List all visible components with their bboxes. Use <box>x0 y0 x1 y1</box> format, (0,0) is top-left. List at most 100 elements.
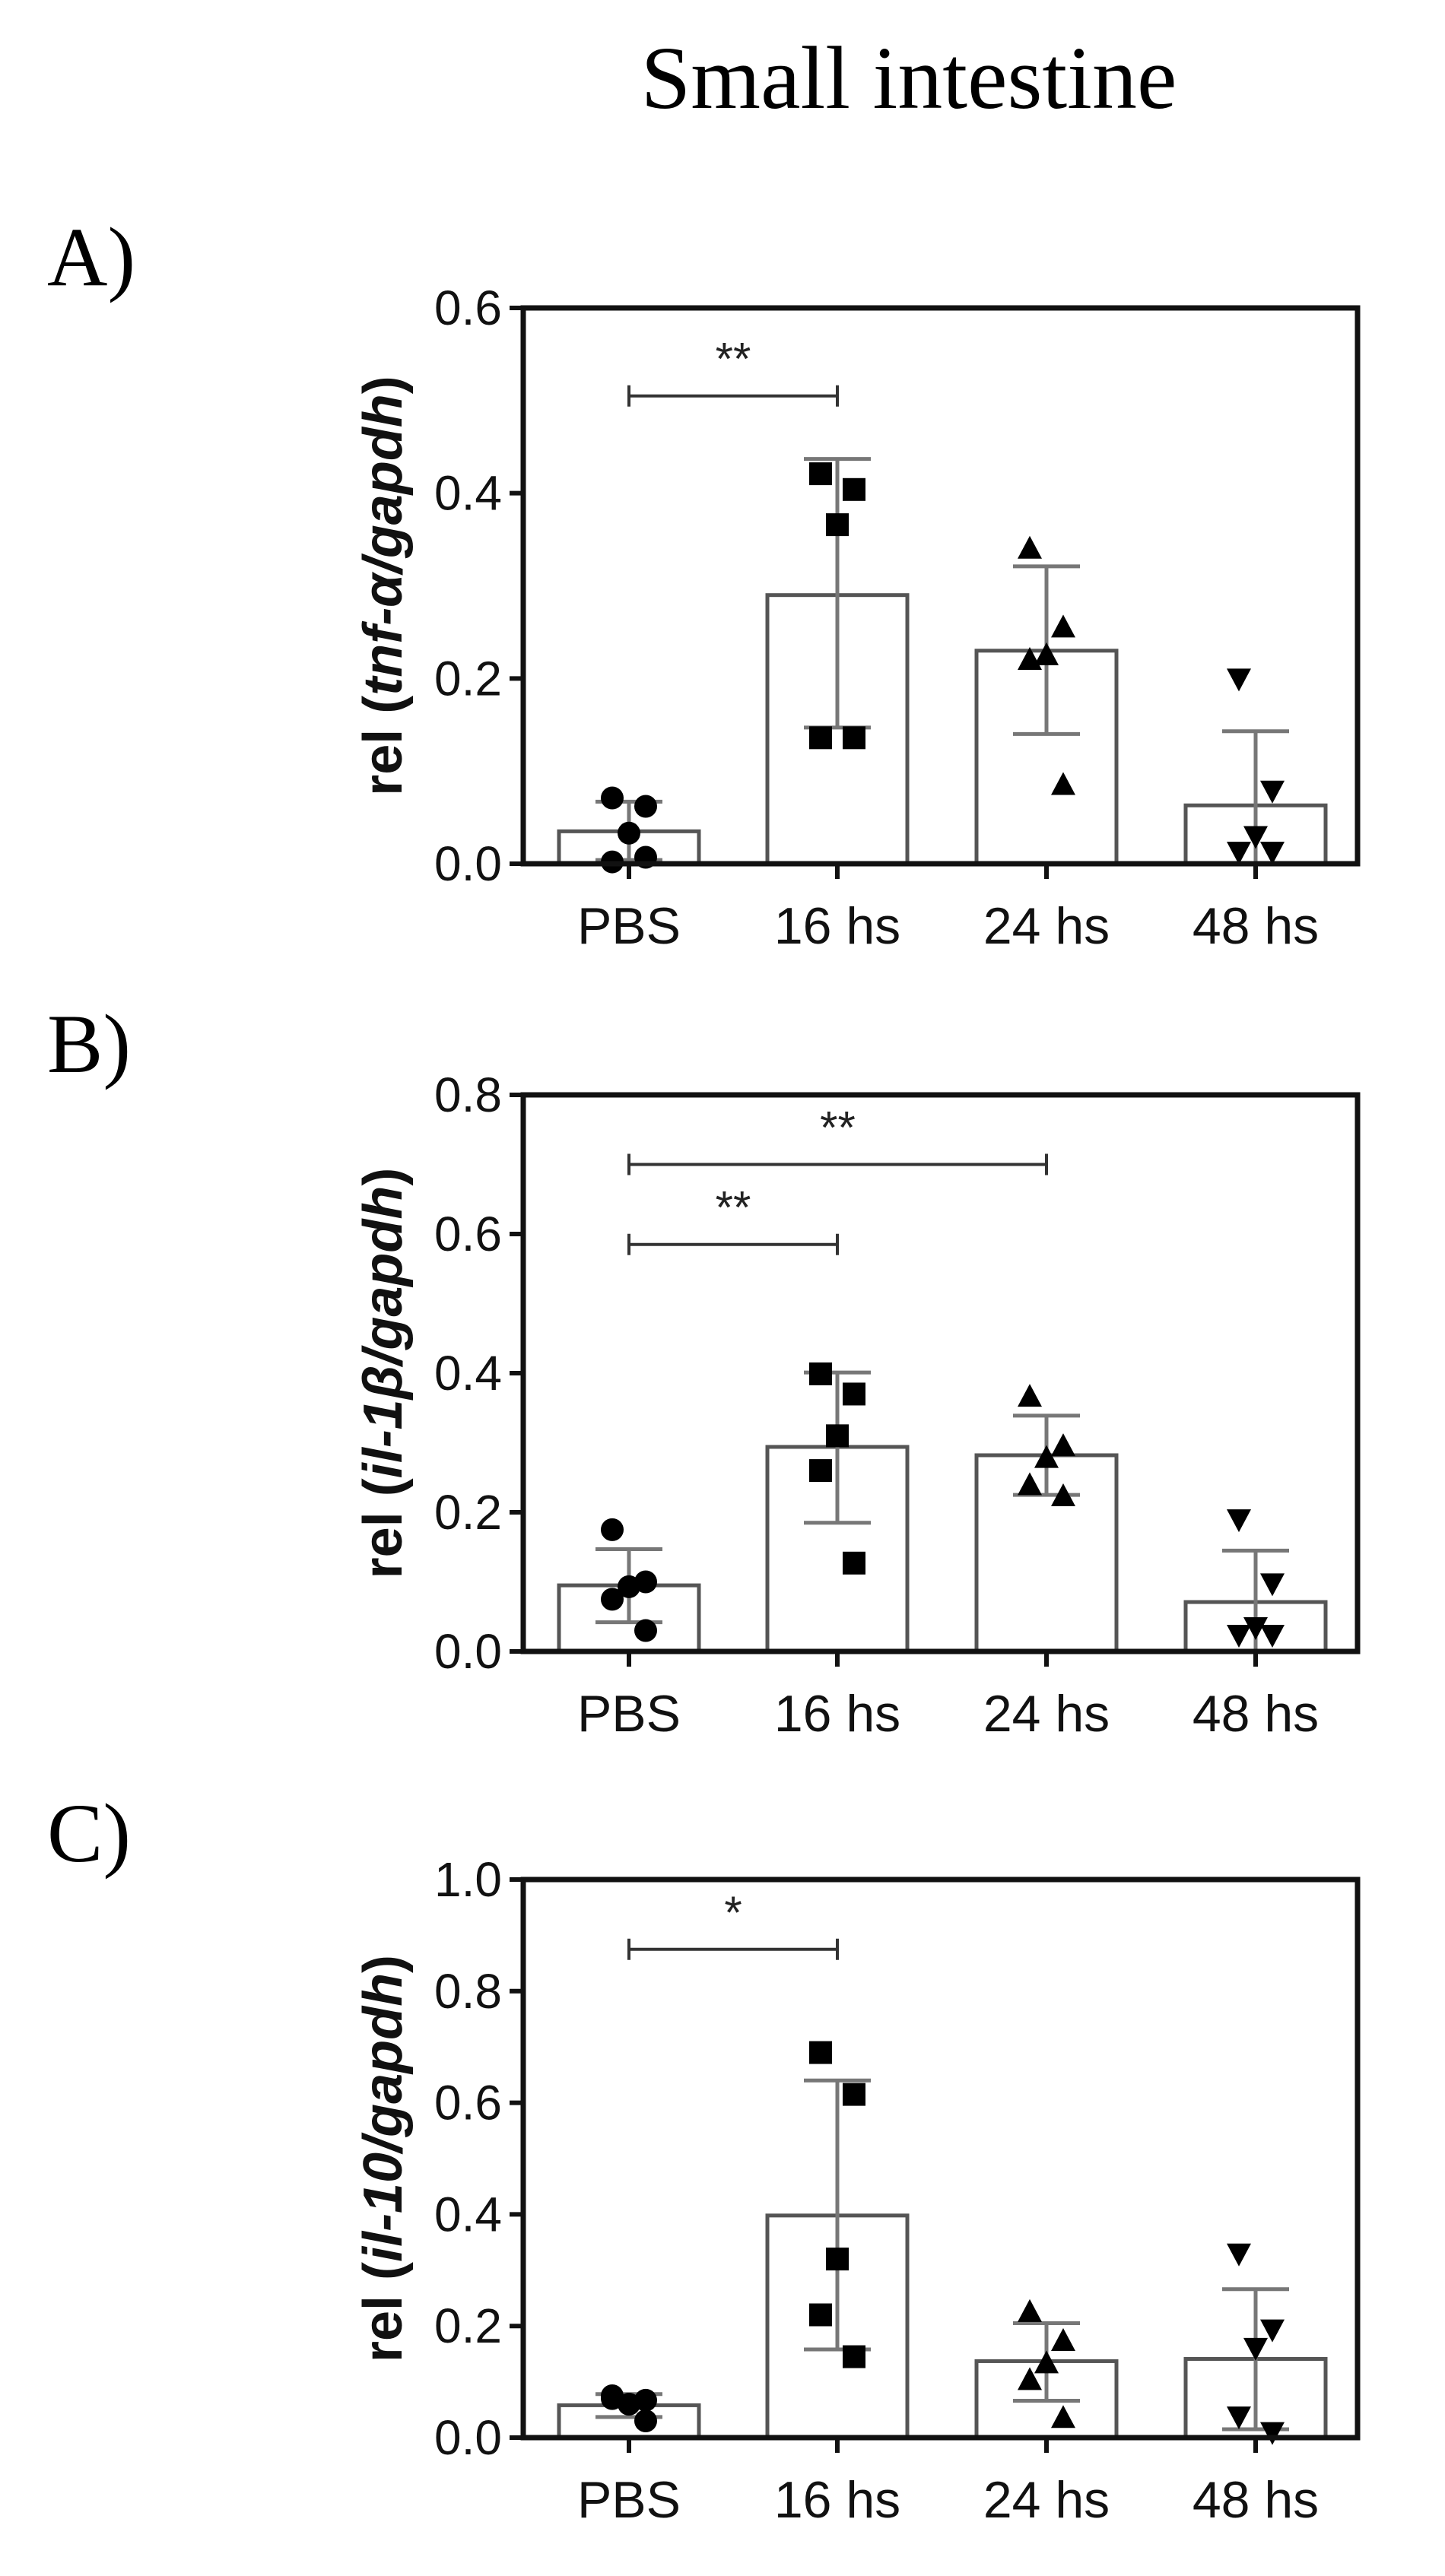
x-tick-label: 16 hs <box>774 897 900 955</box>
data-point-square <box>809 2303 832 2327</box>
y-axis-label-suffix: ) <box>353 376 414 394</box>
y-tick-label: 0.6 <box>434 2076 502 2130</box>
data-point-square <box>809 1362 832 1385</box>
data-point-triangle-up <box>1018 2298 1042 2322</box>
panel-label: A) <box>47 211 135 303</box>
bar-group <box>1183 1509 1328 1654</box>
x-tick-label: 48 hs <box>1193 1685 1319 1743</box>
significance-bracket: ** <box>627 334 839 407</box>
plot-frame <box>520 1092 1361 1654</box>
data-point-triangle-down <box>1227 2243 1251 2267</box>
x-tick-label: 16 hs <box>774 2471 900 2529</box>
data-point-triangle-down <box>1260 1573 1285 1597</box>
figure-title: Small intestine <box>641 28 1177 128</box>
y-axis-label-suffix: ) <box>353 1955 414 1973</box>
bar-group <box>974 2298 1119 2440</box>
x-tick-label: 48 hs <box>1193 897 1319 955</box>
x-tick-label: PBS <box>577 897 681 955</box>
data-point-triangle-up <box>1034 1445 1059 1468</box>
significance-label: ** <box>716 334 751 385</box>
y-axis-label-suffix: ) <box>353 1168 414 1186</box>
data-point-circle <box>634 2409 657 2432</box>
data-point-triangle-down <box>1227 2406 1251 2430</box>
data-point-square <box>843 2345 865 2368</box>
y-tick-label: 0.4 <box>434 466 502 521</box>
data-point-triangle-up <box>1051 2405 1075 2428</box>
data-point-triangle-down <box>1227 668 1251 692</box>
data-point-square <box>843 1551 865 1575</box>
y-tick-label: 0.2 <box>434 2298 502 2353</box>
data-point-triangle-down <box>1260 1625 1285 1648</box>
data-point-triangle-up <box>1018 1472 1042 1496</box>
significance-bracket: * <box>627 1887 839 1960</box>
data-point-square <box>826 513 849 537</box>
bar-group <box>1183 2243 1328 2445</box>
data-point-triangle-down <box>1260 780 1285 804</box>
data-point-triangle-up <box>1018 1384 1042 1407</box>
bar-group <box>765 1362 910 1654</box>
data-point-circle <box>634 795 657 818</box>
data-point-triangle-down <box>1227 1625 1251 1648</box>
x-tick-label: 24 hs <box>983 2471 1110 2529</box>
y-tick-label: 0.0 <box>434 2410 502 2465</box>
significance-label: * <box>724 1887 742 1938</box>
bar-group <box>765 457 910 866</box>
y-tick-label: 0.4 <box>434 2187 502 2241</box>
data-point-triangle-up <box>1018 646 1042 670</box>
data-point-triangle-down <box>1243 2337 1268 2361</box>
y-axis-label-gene: il-10/gapdh <box>353 1973 414 2262</box>
data-point-triangle-up <box>1051 614 1075 638</box>
y-tick-label: 0.8 <box>434 1068 502 1122</box>
data-point-square <box>843 726 865 750</box>
x-tick-label: PBS <box>577 1685 681 1743</box>
data-point-triangle-down <box>1243 1616 1268 1640</box>
panel-label: B) <box>47 998 131 1090</box>
y-axis-label-prefix: rel ( <box>353 2262 414 2362</box>
data-point-triangle-down <box>1227 1509 1251 1533</box>
data-point-circle <box>618 1575 640 1598</box>
data-point-triangle-up <box>1051 1433 1075 1457</box>
data-point-triangle-up <box>1034 642 1059 665</box>
y-tick-label: 0.2 <box>434 651 502 706</box>
y-axis-label-prefix: rel ( <box>353 1478 414 1578</box>
significance-label: ** <box>716 1182 751 1233</box>
x-tick-label: PBS <box>577 2471 681 2529</box>
y-tick-label: 0.0 <box>434 1624 502 1679</box>
data-point-circle <box>634 2388 657 2412</box>
bar-group <box>557 786 701 874</box>
data-point-circle <box>601 786 624 810</box>
data-point-square <box>843 2083 865 2106</box>
x-tick-label: 24 hs <box>983 1685 1110 1743</box>
data-point-triangle-down <box>1243 826 1268 849</box>
bar-group <box>557 2384 701 2440</box>
y-axis-label: rel (il-1β/gapdh) <box>353 1168 414 1579</box>
data-point-square <box>809 726 832 750</box>
data-point-triangle-up <box>1018 535 1042 559</box>
data-point-triangle-down <box>1260 2319 1285 2343</box>
data-point-triangle-down <box>1260 842 1285 865</box>
data-point-square <box>826 1424 849 1448</box>
panel-a: A) 0.0 0.2 0.4 0.6 rel (tnf-α/gapdh) PBS 16 hs 2… <box>47 211 1361 955</box>
data-point-square <box>826 2248 849 2271</box>
y-tick-label: 0.6 <box>434 281 502 335</box>
y-axis-label-gene: tnf-α/gapdh <box>353 394 414 696</box>
data-point-triangle-up <box>1018 2367 1042 2390</box>
y-axis-label: rel (tnf-α/gapdh) <box>353 376 414 796</box>
bar-group <box>1183 668 1328 866</box>
significance-label: ** <box>820 1102 856 1153</box>
panel-c: C) 0.0 0.2 0.4 0.6 0.8 1.0 rel (il-10/gapdh) PBS… <box>47 1787 1361 2529</box>
data-point-square <box>843 477 865 501</box>
y-tick-label: 0.6 <box>434 1207 502 1261</box>
panel-label: C) <box>47 1787 131 1880</box>
data-point-square <box>809 462 832 486</box>
data-point-square <box>809 2041 832 2064</box>
x-tick-label: 24 hs <box>983 897 1110 955</box>
data-point-triangle-up <box>1051 1483 1075 1506</box>
plot-frame <box>520 305 1361 867</box>
y-tick-label: 0.4 <box>434 1346 502 1401</box>
data-point-square <box>809 1459 832 1483</box>
plot-frame <box>520 1876 1361 2441</box>
data-point-triangle-up <box>1034 2350 1059 2374</box>
